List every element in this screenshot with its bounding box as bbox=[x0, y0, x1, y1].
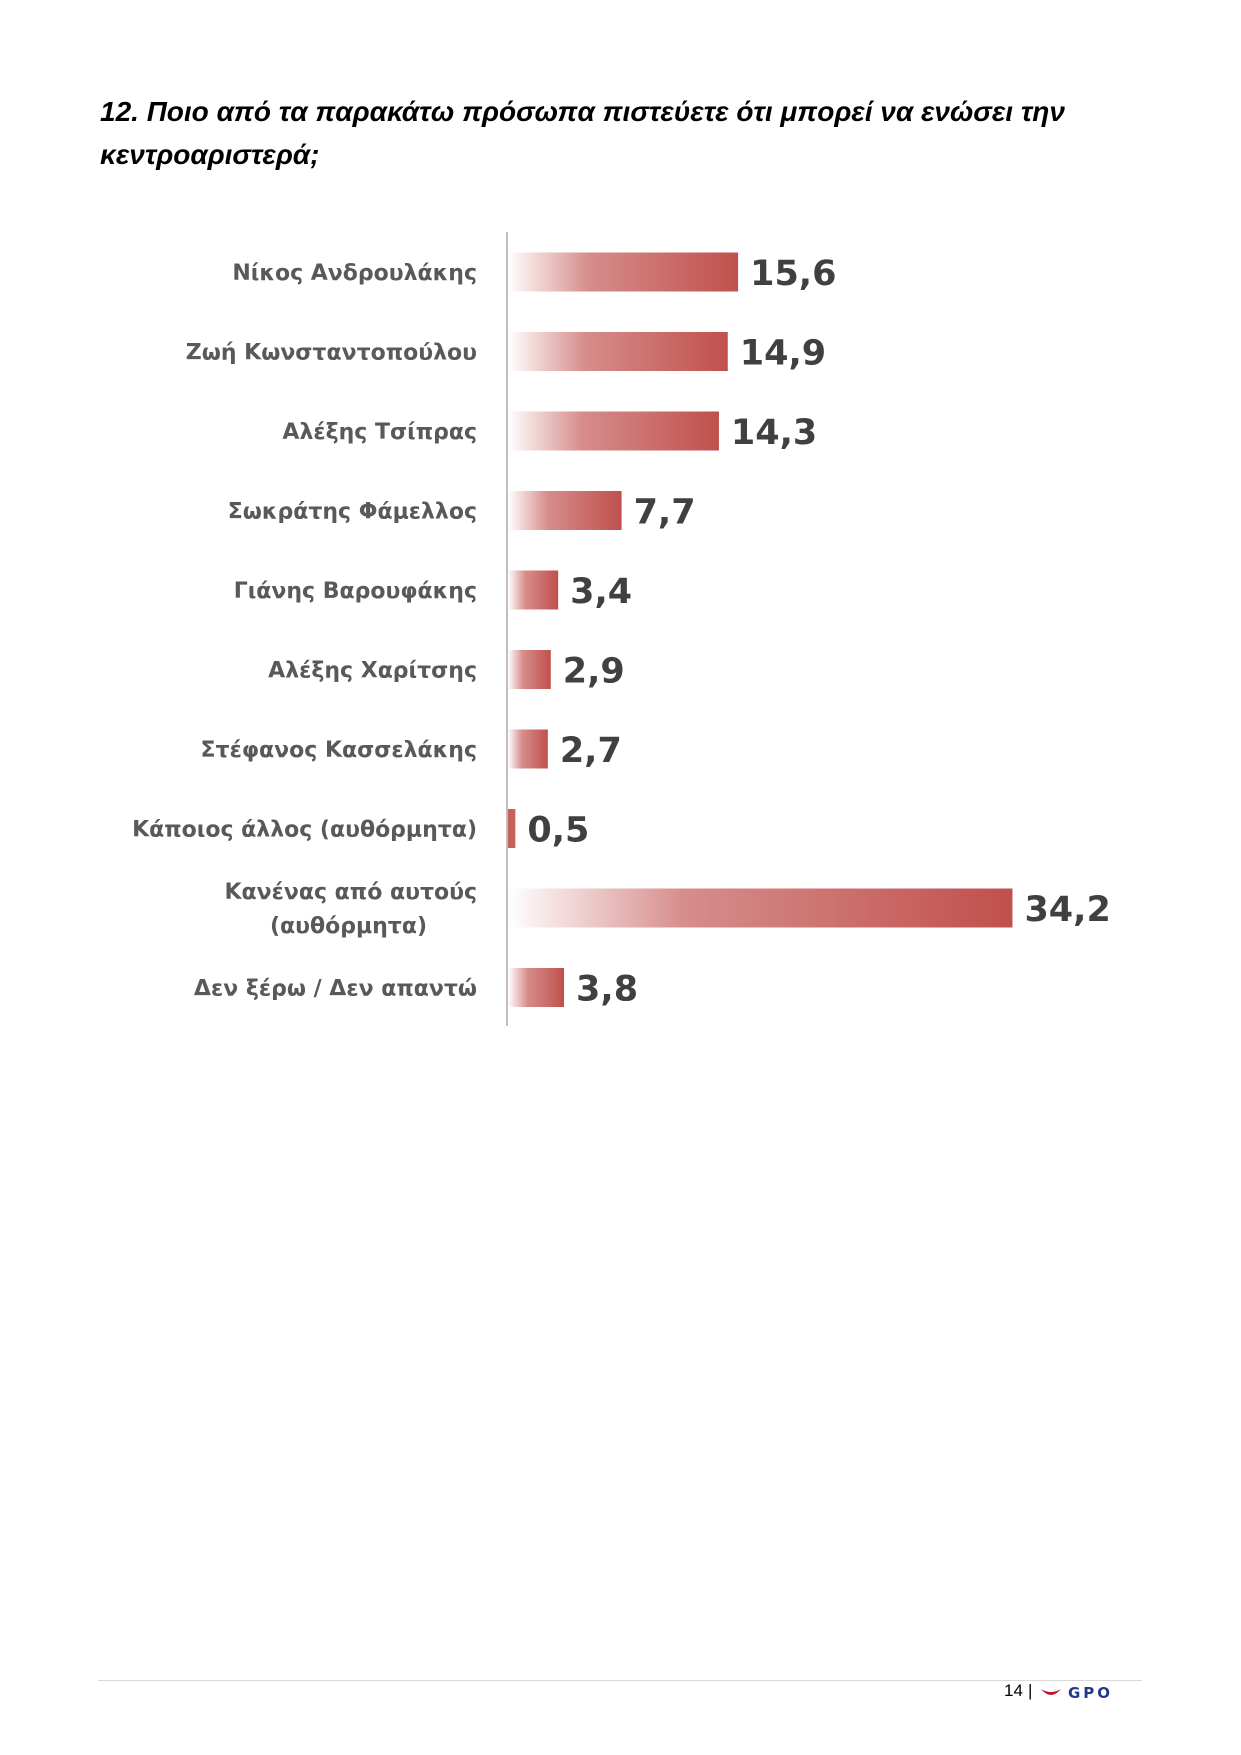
bar bbox=[508, 252, 739, 292]
data-label: 14,3 bbox=[731, 413, 817, 453]
category-label: Αλέξης Τσίπρας bbox=[282, 420, 477, 445]
data-label: 2,9 bbox=[563, 652, 625, 692]
bar bbox=[508, 491, 622, 530]
category-label: Στέφανος Κασσελάκης bbox=[201, 738, 477, 763]
data-label: 14,9 bbox=[740, 334, 826, 374]
data-label: 3,4 bbox=[570, 572, 632, 612]
category-label: Κανένας από αυτούς (αυθόρμητα) bbox=[224, 880, 477, 939]
data-label: 0,5 bbox=[527, 811, 589, 851]
bar bbox=[508, 411, 719, 451]
category-label: Αλέξης Χαρίτσης bbox=[268, 659, 477, 684]
category-label: Γιάνης Βαρουφάκης bbox=[234, 579, 477, 604]
data-label: 3,8 bbox=[576, 970, 638, 1010]
bar bbox=[508, 729, 548, 769]
category-label: Ζωή Κωνσταντοπούλου bbox=[186, 341, 477, 366]
question-title: 12. Ποιο από τα παρακάτω πρόσωπα πιστεύε… bbox=[100, 96, 1065, 170]
category-label: Κάποιος άλλος (αυθόρμητα) bbox=[132, 818, 477, 843]
data-label: 34,2 bbox=[1024, 890, 1110, 930]
data-label: 2,7 bbox=[560, 731, 622, 771]
bar bbox=[508, 809, 516, 848]
bar-chart: 15,6 Νίκος Ανδρουλάκης 14,9 Ζωή Κωνσταντοπο… bbox=[132, 232, 1111, 1026]
footer-divider bbox=[98, 1680, 1142, 1681]
page-number: 14 bbox=[1004, 1681, 1023, 1700]
bar bbox=[508, 968, 565, 1007]
data-label: 7,7 bbox=[634, 493, 696, 533]
category-label: Δεν ξέρω / Δεν απαντώ bbox=[194, 977, 477, 1002]
category-label: Σωκράτης Φάμελλος bbox=[228, 500, 477, 525]
gpo-logo: GPO bbox=[1040, 1684, 1113, 1702]
bar bbox=[508, 570, 559, 610]
footer-separator: | bbox=[1028, 1681, 1033, 1700]
data-label: 15,6 bbox=[750, 254, 836, 294]
bar bbox=[508, 650, 551, 689]
category-label: Νίκος Ανδρουλάκης bbox=[232, 261, 477, 286]
bar bbox=[508, 332, 728, 371]
logo-text: GPO bbox=[1068, 1684, 1114, 1702]
bar bbox=[508, 888, 1013, 928]
logo-mark-icon bbox=[1041, 1689, 1061, 1695]
